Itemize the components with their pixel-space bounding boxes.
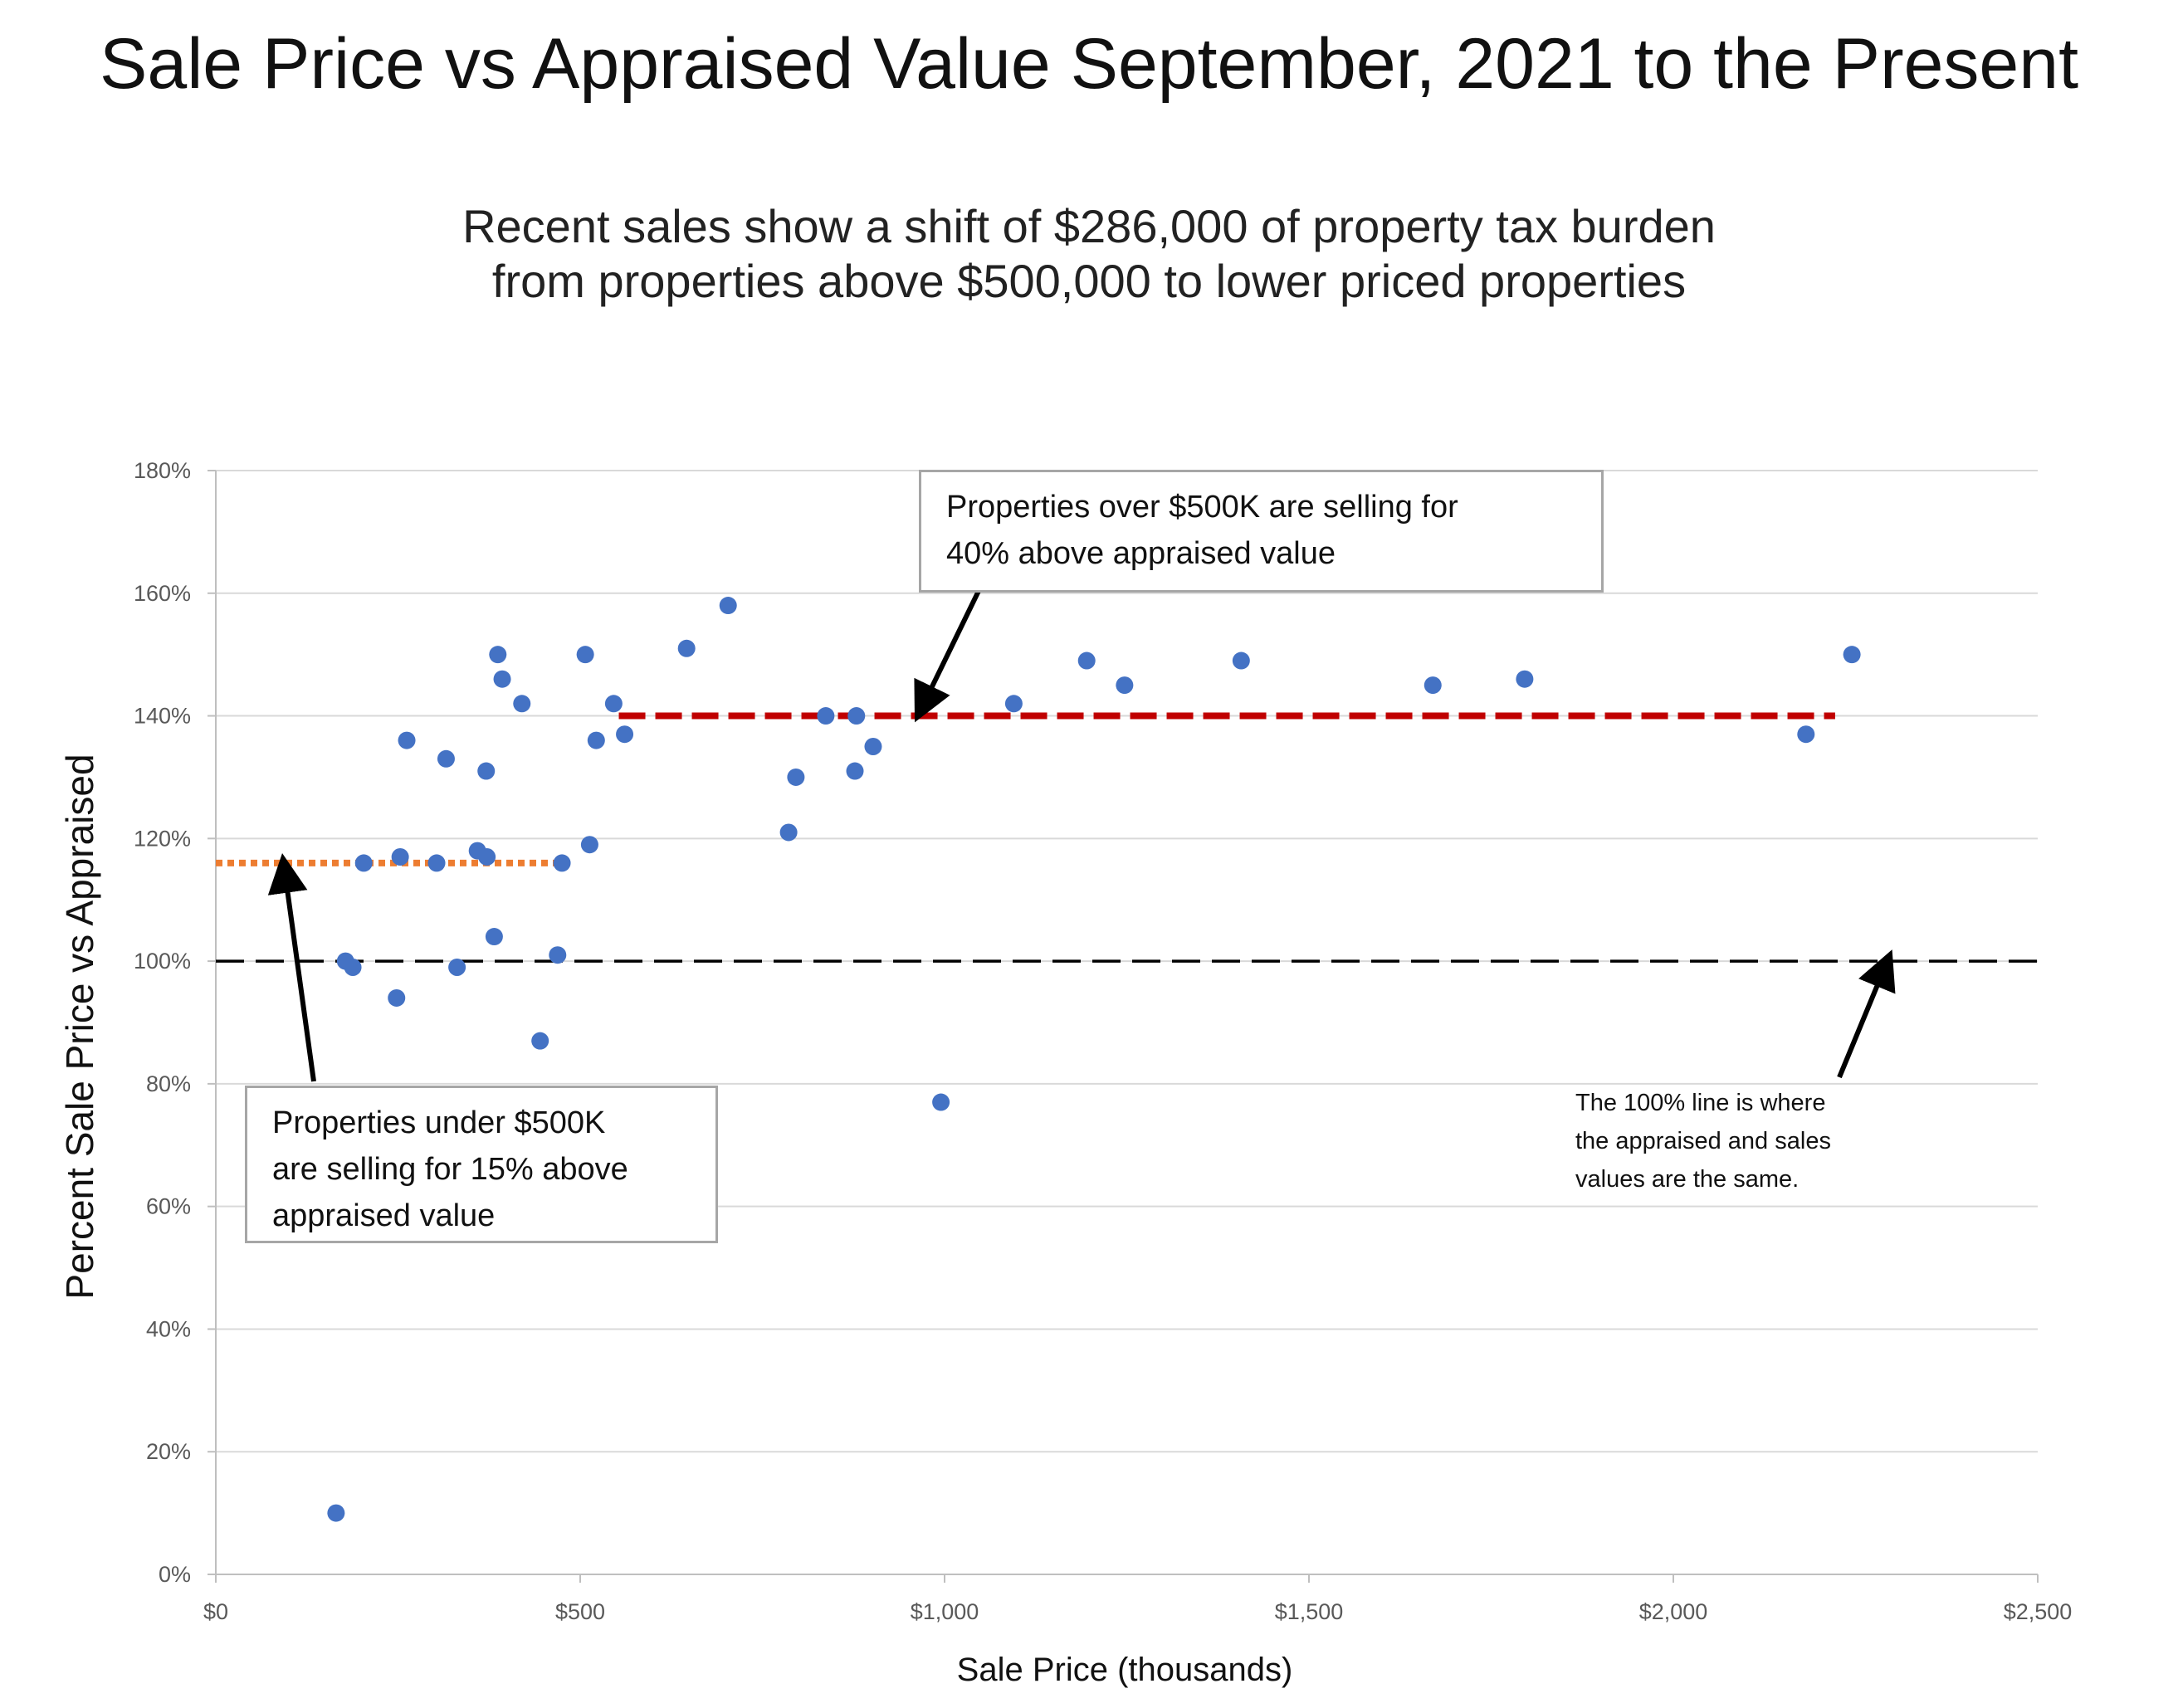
x-tick-label: $1,500: [1275, 1599, 1344, 1624]
data-point: [513, 695, 531, 713]
arrow-over: [914, 588, 982, 723]
data-point: [391, 848, 409, 866]
subtitle-line-2: from properties above $500,000 to lower …: [491, 255, 1687, 307]
data-point: [587, 731, 605, 749]
data-point: [437, 749, 455, 768]
data-point: [779, 823, 798, 842]
data-point: [576, 646, 594, 664]
x-tick-label: $500: [555, 1599, 605, 1624]
data-point: [448, 959, 466, 976]
data-point: [1004, 695, 1023, 713]
data-point: [1116, 676, 1134, 695]
y-axis-title: Percent Sale Price vs Appraised: [58, 754, 101, 1299]
data-point: [531, 1032, 549, 1050]
data-point: [846, 762, 864, 780]
data-point: [1077, 651, 1096, 670]
y-tick-label: 80%: [146, 1071, 191, 1096]
data-point: [398, 731, 416, 749]
annotation-over-line-2: 40% above appraised value: [946, 536, 1336, 571]
data-point: [478, 848, 496, 866]
arrow-under: [267, 853, 316, 1082]
data-point: [847, 707, 866, 725]
x-tick-label: $2,500: [2004, 1599, 2073, 1624]
annotation-100-line-1: The 100% line is where: [1575, 1090, 1826, 1116]
data-point: [1424, 676, 1442, 695]
arrow-hundred: [1837, 949, 1896, 1079]
annotation-100-line-3: values are the same.: [1575, 1166, 1800, 1193]
axes: [208, 470, 2039, 1583]
data-point: [344, 959, 362, 976]
data-point: [485, 928, 503, 946]
data-point: [553, 854, 571, 872]
y-tick-label: 180%: [134, 458, 191, 483]
data-point: [427, 854, 446, 872]
gridlines: [216, 470, 2038, 1453]
data-point: [719, 597, 737, 615]
annotation-under-500k: Properties under $500K are selling for 1…: [245, 1086, 718, 1243]
x-tick-label: $0: [203, 1599, 228, 1624]
annotation-over-line-1: Properties over $500K are selling for: [946, 490, 1458, 525]
x-axis-title: Sale Price (thousands): [957, 1652, 1293, 1688]
y-tick-label: 100%: [134, 949, 191, 974]
annotation-over-500k: Properties over $500K are selling for 40…: [919, 470, 1604, 593]
x-tick-label: $2,000: [1639, 1599, 1708, 1624]
annotation-100-line-2: the appraised and sales: [1575, 1128, 1831, 1154]
data-point: [1843, 646, 1861, 664]
data-point: [1797, 725, 1815, 744]
y-tick-label: 0%: [159, 1562, 191, 1587]
y-tick-label: 120%: [134, 826, 191, 851]
tick-labels: 0% 20% 40% 60% 80% 100% 120% 140% 160% 180% $0 $500…: [134, 458, 2072, 1624]
annotation-arrows: [267, 588, 1896, 1082]
annotation-under-line-3: appraised value: [272, 1198, 496, 1233]
y-tick-label: 160%: [134, 581, 191, 606]
data-point: [817, 707, 835, 725]
data-points: [327, 597, 1861, 1522]
y-tick-label: 40%: [146, 1316, 191, 1341]
data-point: [489, 646, 507, 664]
data-point: [1232, 651, 1250, 670]
data-point: [493, 670, 511, 688]
data-point: [864, 738, 882, 755]
data-point: [354, 854, 373, 872]
data-point: [1516, 670, 1534, 688]
y-tick-label: 140%: [134, 704, 191, 729]
y-tick-label: 60%: [146, 1194, 191, 1219]
data-point: [932, 1093, 950, 1111]
chart-title: Sale Price vs Appraised Value September,…: [100, 24, 2078, 104]
subtitle-line-1: Recent sales show a shift of $286,000 of…: [462, 200, 1716, 252]
y-tick-label: 20%: [146, 1439, 191, 1464]
x-tick-label: $1,000: [911, 1599, 979, 1624]
annotation-under-line-1: Properties under $500K: [272, 1105, 606, 1140]
data-point: [604, 695, 623, 713]
data-point: [388, 988, 406, 1007]
annotation-under-line-2: are selling for 15% above: [272, 1152, 628, 1187]
chart-subtitle: Recent sales show a shift of $286,000 of…: [0, 199, 2178, 309]
data-point: [677, 639, 696, 657]
data-point: [616, 725, 634, 744]
data-point: [787, 768, 805, 786]
annotation-100-line: The 100% line is where the appraised and…: [1575, 1084, 1941, 1198]
data-point: [549, 946, 567, 964]
data-point: [327, 1504, 345, 1522]
data-point: [580, 836, 598, 854]
data-point: [477, 762, 496, 780]
